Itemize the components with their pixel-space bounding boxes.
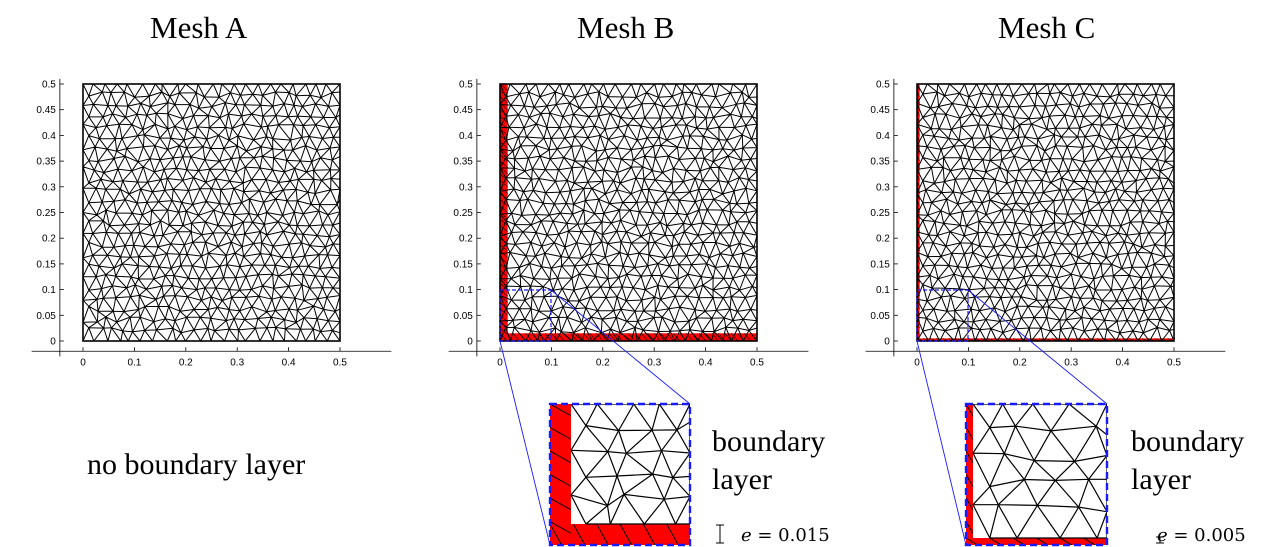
y-tick-label: 0.4 bbox=[42, 131, 56, 142]
y-tick-label: 0.35 bbox=[453, 157, 473, 168]
zoom-inset-frame bbox=[964, 402, 1109, 547]
y-tick-label: 0.1 bbox=[876, 285, 890, 296]
zoom-inset-bg bbox=[966, 404, 1107, 545]
domain-border bbox=[499, 83, 758, 342]
triangle-mesh bbox=[917, 84, 1175, 341]
inset-boundary-left bbox=[550, 404, 571, 545]
y-tick-label: 0.5 bbox=[876, 80, 890, 91]
mesh-c-thickness-label: e = 0.005 bbox=[1157, 525, 1246, 546]
axes: 0 0.1 0.2 0.3 0.4 0.5 0 0.05 0.1 0.15 0.2 0.25 0.3 0.… bbox=[865, 78, 1226, 368]
x-tick-label: 0 bbox=[497, 357, 503, 368]
x-tick-label: 0 bbox=[914, 357, 920, 368]
inset-mesh bbox=[570, 404, 690, 525]
zoom-connector bbox=[967, 289, 1108, 405]
y-tick-label: 0.25 bbox=[36, 208, 56, 219]
x-tick-label: 0.3 bbox=[230, 357, 244, 368]
y-tick-label: 0.2 bbox=[876, 234, 890, 245]
boundary-layer-bottom bbox=[917, 338, 1174, 341]
y-tick-label: 0.05 bbox=[870, 311, 890, 322]
x-tick-label: 0.3 bbox=[1064, 357, 1078, 368]
y-tick-label: 0.1 bbox=[459, 285, 473, 296]
x-tick-label: 0.5 bbox=[333, 357, 347, 368]
y-tick-label: 0.5 bbox=[459, 80, 473, 91]
y-tick-label: 0.1 bbox=[42, 285, 56, 296]
zoom-connector bbox=[916, 340, 967, 546]
mesh-b-zoom-inset bbox=[499, 289, 724, 547]
y-tick-label: 0 bbox=[884, 337, 890, 348]
domain-border bbox=[82, 83, 341, 342]
zoom-inset-frame bbox=[548, 402, 692, 547]
mesh-c-zoom-inset bbox=[916, 289, 1164, 547]
axes: 0 0.1 0.2 0.3 0.4 0.5 0 0.05 0.1 0.15 0.2 0.25 0.3 0.… bbox=[448, 78, 809, 368]
inset-boundary-bottom bbox=[550, 524, 690, 545]
y-tick-label: 0.05 bbox=[36, 311, 56, 322]
x-tick-label: 0.2 bbox=[596, 357, 610, 368]
y-tick-label: 0.35 bbox=[36, 157, 56, 168]
x-tick-label: 0.3 bbox=[647, 357, 661, 368]
x-tick-label: 0.1 bbox=[961, 357, 975, 368]
x-tick-label: 0.2 bbox=[1013, 357, 1027, 368]
mesh-b-panel: 0 0.1 0.2 0.3 0.4 0.5 0 0.05 0.1 0.15 0.2 0.25 0.3 0.… bbox=[448, 78, 809, 368]
boundary-layer-bottom bbox=[500, 333, 757, 341]
y-tick-label: 0.25 bbox=[870, 208, 890, 219]
x-tick-label: 0.4 bbox=[699, 357, 713, 368]
x-tick-label: 0.4 bbox=[282, 357, 296, 368]
y-tick-label: 0.4 bbox=[459, 131, 473, 142]
mesh-b-title: Mesh B bbox=[577, 10, 675, 45]
triangle-mesh bbox=[83, 84, 341, 341]
y-tick-label: 0.45 bbox=[870, 105, 890, 116]
mesh-b-thickness-label: e = 0.015 bbox=[741, 525, 830, 546]
y-tick-label: 0.25 bbox=[453, 208, 473, 219]
boundary-layer-left bbox=[500, 84, 508, 341]
x-tick-label: 0.5 bbox=[1167, 357, 1181, 368]
inset-boundary-bottom bbox=[966, 538, 1107, 545]
inset-boundary-mesh bbox=[966, 404, 1107, 545]
mesh-b-caption-line1: boundary bbox=[712, 425, 826, 458]
y-tick-label: 0.35 bbox=[870, 157, 890, 168]
axes: 0 0.1 0.2 0.3 0.4 0.5 0 0.05 0.1 0.15 0.2 0.25 0.3 0.… bbox=[31, 78, 392, 368]
mesh-a-panel: 0 0.1 0.2 0.3 0.4 0.5 0 0.05 0.1 0.15 0.2 0.25 0.3 0.… bbox=[31, 78, 392, 368]
mesh-c-title: Mesh C bbox=[998, 10, 1096, 45]
inset-boundary-mesh bbox=[550, 404, 690, 545]
y-tick-label: 0.15 bbox=[453, 259, 473, 270]
y-tick-label: 0.2 bbox=[42, 234, 56, 245]
mesh-c-panel: 0 0.1 0.2 0.3 0.4 0.5 0 0.05 0.1 0.15 0.2 0.25 0.3 0.… bbox=[865, 78, 1226, 368]
x-tick-label: 0.1 bbox=[127, 357, 141, 368]
triangle-mesh bbox=[500, 84, 758, 341]
y-tick-label: 0.2 bbox=[459, 234, 473, 245]
mesh-a-caption: no boundary layer bbox=[87, 448, 306, 481]
zoom-connector bbox=[550, 289, 691, 405]
zoom-source-box bbox=[916, 289, 969, 342]
x-tick-label: 0.4 bbox=[1116, 357, 1130, 368]
mesh-c-caption-line1: boundary bbox=[1131, 425, 1245, 458]
y-tick-label: 0.15 bbox=[870, 259, 890, 270]
mesh-a-title: Mesh A bbox=[150, 10, 248, 45]
y-tick-label: 0.3 bbox=[42, 182, 56, 193]
y-tick-label: 0.4 bbox=[876, 131, 890, 142]
y-tick-label: 0.3 bbox=[459, 182, 473, 193]
y-tick-label: 0 bbox=[50, 337, 56, 348]
y-tick-label: 0.15 bbox=[36, 259, 56, 270]
inset-boundary-left bbox=[966, 404, 973, 545]
y-tick-label: 0.5 bbox=[42, 80, 56, 91]
x-tick-label: 0 bbox=[80, 357, 86, 368]
zoom-source-box bbox=[499, 289, 552, 342]
y-tick-label: 0.45 bbox=[453, 105, 473, 116]
boundary-layer-mesh bbox=[500, 84, 758, 341]
y-tick-label: 0 bbox=[467, 337, 473, 348]
zoom-connector bbox=[499, 340, 551, 546]
y-tick-label: 0.45 bbox=[36, 105, 56, 116]
x-tick-label: 0.1 bbox=[544, 357, 558, 368]
boundary-layer-mesh bbox=[917, 84, 1175, 341]
inset-mesh bbox=[972, 404, 1107, 539]
y-tick-label: 0.05 bbox=[453, 311, 473, 322]
mesh-c-caption-line2: layer bbox=[1131, 463, 1191, 496]
domain-border bbox=[916, 83, 1175, 342]
x-tick-label: 0.2 bbox=[179, 357, 193, 368]
y-tick-label: 0.3 bbox=[876, 182, 890, 193]
x-tick-label: 0.5 bbox=[750, 357, 764, 368]
mesh-b-caption-line2: layer bbox=[712, 463, 772, 496]
